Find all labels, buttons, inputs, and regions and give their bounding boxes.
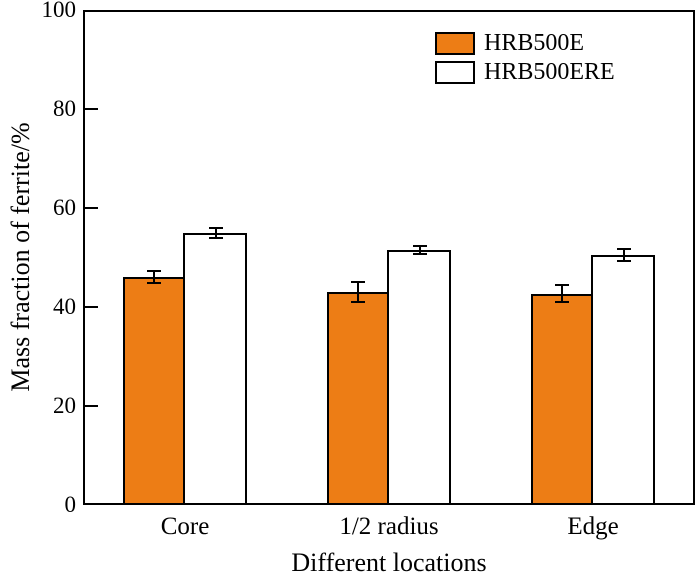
legend-label-hrb500e: HRB500E <box>484 30 585 56</box>
legend-swatch-hrb500e <box>435 31 475 55</box>
error-bar-cap <box>413 245 427 248</box>
y-tick-label: 0 <box>64 492 77 517</box>
legend-label-hrb500ere: HRB500ERE <box>484 59 615 85</box>
y-tick-label: 40 <box>53 294 76 319</box>
x-category-label: Core <box>160 513 210 540</box>
error-bar-cap <box>555 301 569 304</box>
bar-hrb500ere-core <box>183 232 247 505</box>
y-tick-label: 60 <box>53 195 76 220</box>
bar-hrb500ere-edge <box>591 255 655 505</box>
y-tick-mark <box>85 207 98 209</box>
error-bar-cap <box>147 282 161 285</box>
error-bar-cap <box>351 301 365 304</box>
error-bar-cap <box>209 236 223 239</box>
y-tick-mark <box>85 306 98 308</box>
error-bar-cap <box>147 270 161 273</box>
y-tick-label: 100 <box>41 0 77 22</box>
legend-item-hrb500e: HRB500E <box>435 30 615 56</box>
y-tick-mark <box>85 405 98 407</box>
bar-hrb500ere-1-2-radius <box>387 250 451 505</box>
y-axis-title: Mass fraction of ferrite/% <box>6 122 35 392</box>
error-bar-cap <box>351 281 365 284</box>
error-bar-line <box>561 285 563 303</box>
bar-hrb500e-1-2-radius <box>327 292 389 505</box>
legend-swatch-hrb500ere <box>435 60 475 84</box>
error-bar-line <box>419 246 421 255</box>
x-category-label: Edge <box>567 513 619 540</box>
error-bar-line <box>357 282 359 303</box>
y-tick-label: 20 <box>53 393 76 418</box>
error-bar-cap <box>617 248 631 251</box>
error-bar-line <box>153 271 155 284</box>
legend: HRB500E HRB500ERE <box>435 30 615 85</box>
error-bar-cap <box>209 226 223 229</box>
error-bar-cap <box>617 259 631 262</box>
y-tick-label: 80 <box>53 96 76 121</box>
error-bar-line <box>623 249 625 261</box>
x-axis-title: Different locations <box>291 548 487 577</box>
error-bar-line <box>215 227 217 238</box>
bar-hrb500e-core <box>123 277 185 505</box>
error-bar-cap <box>413 253 427 256</box>
y-tick-mark <box>85 108 98 110</box>
x-category-label: 1/2 radius <box>339 513 439 540</box>
plot-area: HRB500E HRB500ERE <box>83 10 695 505</box>
bar-hrb500e-edge <box>531 293 593 505</box>
legend-item-hrb500ere: HRB500ERE <box>435 59 615 85</box>
error-bar-cap <box>555 284 569 287</box>
